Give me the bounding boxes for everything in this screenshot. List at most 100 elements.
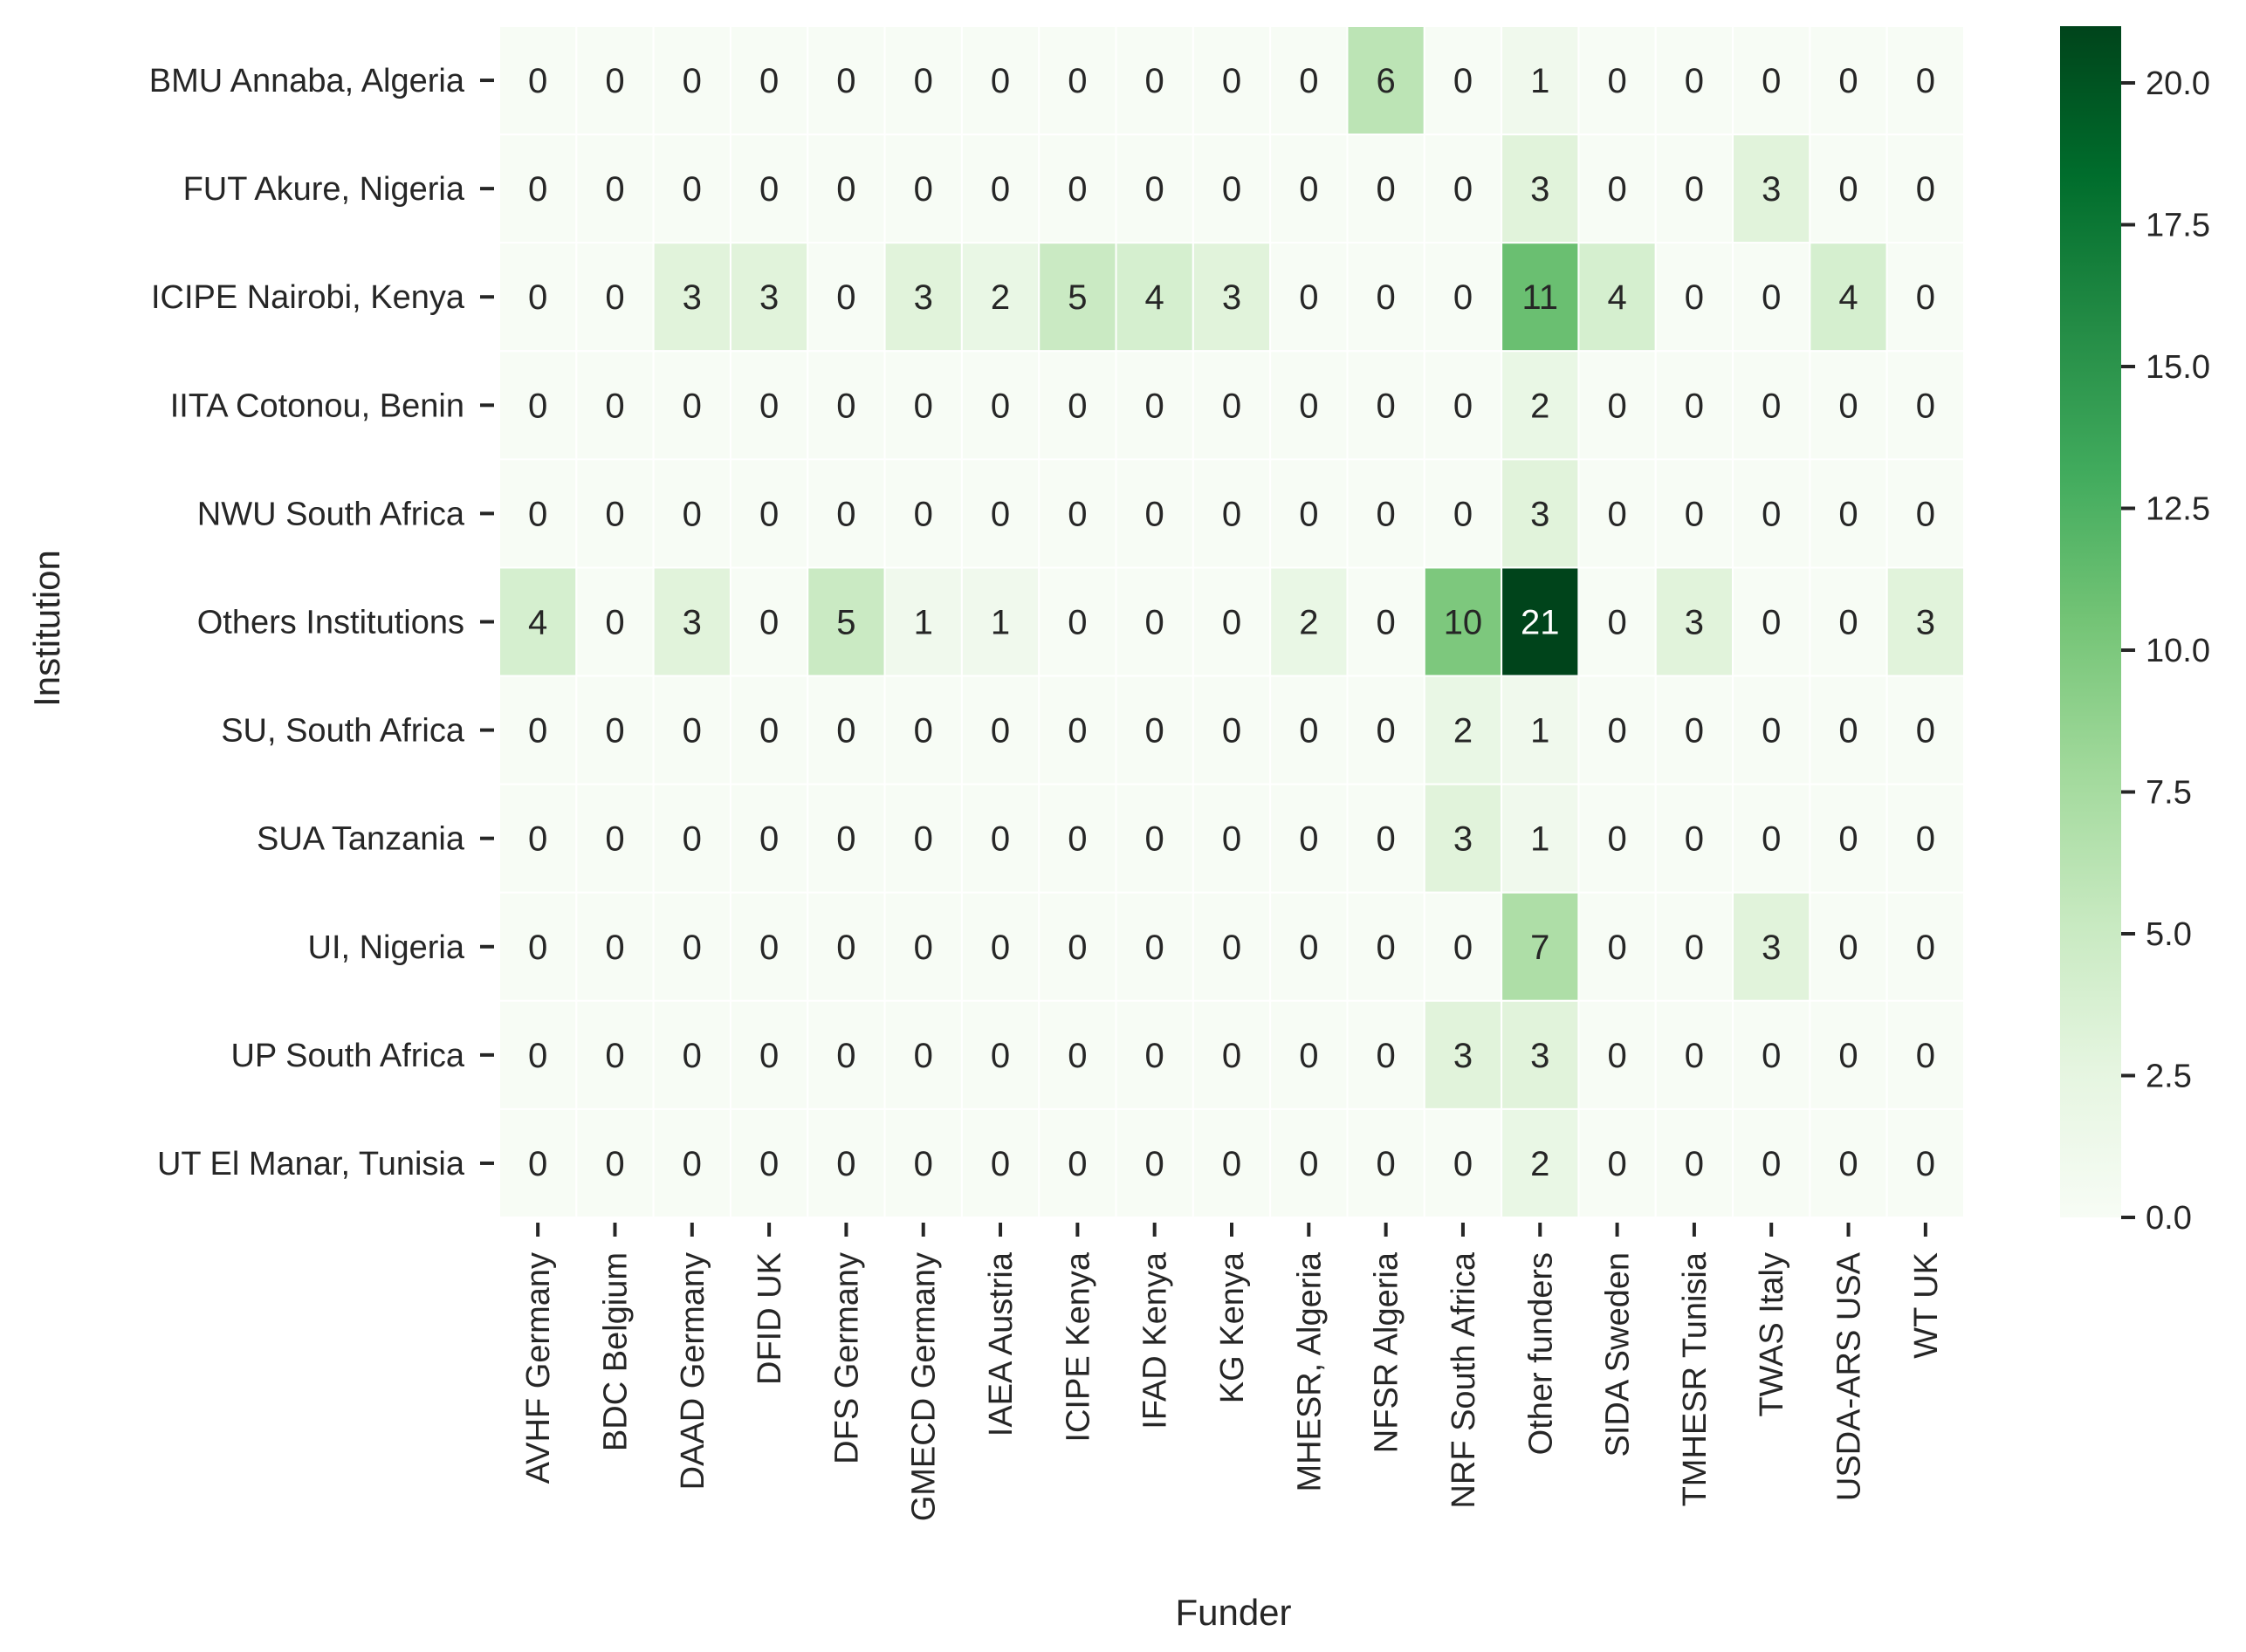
x-tick-label-gmecd-germany: GMECD Germany	[906, 1252, 943, 1521]
heatmap-cell-bmu-annaba-algeria-gmecd-germany	[883, 25, 963, 136]
cell-value-label: 0	[759, 929, 779, 967]
cell-value-label: 0	[1607, 62, 1626, 100]
heatmap-cell-ui-nigeria-icipe-kenya	[1038, 891, 1117, 1002]
cell-value-label: 0	[1377, 604, 1396, 642]
cell-value-label: 0	[605, 604, 624, 642]
cell-value-label: 0	[836, 170, 855, 209]
heatmap-cell-ut-el-manar-tunisia-dfid-uk	[729, 1107, 809, 1218]
cell-value-label: 0	[1299, 1037, 1318, 1075]
heatmap-cell-bmu-annaba-algeria-other-funders	[1501, 25, 1580, 136]
heatmap-cell-others-institutions-bdc-belgium	[575, 566, 655, 677]
heatmap-cell-ui-nigeria-dfs-germany	[807, 891, 886, 1002]
cell-value-label: 0	[1838, 604, 1858, 642]
heatmap-cell-ut-el-manar-tunisia-wt-uk	[1885, 1107, 1966, 1218]
heatmap-cell-su-south-africa-iaea-austria	[960, 675, 1041, 785]
cell-value-label: 0	[1145, 1037, 1164, 1075]
cell-annotations: 0 0 0 0 0 0 0 0 0 0 0 6 0 1 0 0 0 0 00 0 0 0 0 0 0 0 0 0 0 0 0 3 0 0 3 0 00 0…	[528, 62, 1935, 1183]
cell-value-label: 0	[914, 929, 933, 967]
cell-value-label: 0	[1607, 929, 1626, 967]
heatmap-cell-up-south-africa-iaea-austria	[960, 999, 1041, 1110]
heatmap-cell-bmu-annaba-algeria-usda-ars-usa	[1809, 25, 1888, 136]
cell-value-label: 0	[836, 1145, 855, 1183]
cell-value-label: 7	[1530, 929, 1549, 967]
cell-value-label: 0	[1068, 1145, 1087, 1183]
cell-value-label: 0	[1762, 387, 1781, 425]
heatmap-cell-ut-el-manar-tunisia-ifad-kenya	[1115, 1107, 1194, 1218]
heatmap-cell-bmu-annaba-algeria-kg-kenya	[1192, 25, 1272, 136]
cell-value-label: 4	[1838, 278, 1858, 317]
cell-value-label: 0	[1838, 712, 1858, 751]
cell-value-label: 0	[1607, 820, 1626, 859]
cell-value-label: 2	[1530, 1145, 1549, 1183]
cell-value-label: 0	[528, 62, 547, 100]
cell-value-label: 0	[1762, 820, 1781, 859]
cell-value-label: 0	[991, 929, 1010, 967]
cell-value-label: 0	[1377, 1145, 1396, 1183]
cell-value-label: 0	[1762, 495, 1781, 533]
y-tick-label-iita-cotonou-benin: IITA Cotonou, Benin	[170, 387, 464, 424]
cell-value-label: 0	[991, 1145, 1010, 1183]
heatmap-cell-sua-tanzania-ifad-kenya	[1115, 783, 1194, 894]
x-tick-label-mhesr-algeria: MHESR, Algeria	[1291, 1251, 1328, 1491]
cell-value-label: 0	[1685, 278, 1704, 317]
cell-value-label: 0	[1607, 1145, 1626, 1183]
heatmap-cell-fut-akure-nigeria-gmecd-germany	[883, 134, 963, 244]
colorbar-tick-label: 10.0	[2146, 633, 2210, 669]
heatmap-cell-iita-cotonou-benin-ifad-kenya	[1115, 350, 1194, 461]
cell-value-label: 0	[1068, 170, 1087, 209]
cell-value-label: 0	[1762, 1145, 1781, 1183]
cell-value-label: 0	[1685, 495, 1704, 533]
cell-value-label: 0	[1762, 604, 1781, 642]
cell-value-label: 3	[1762, 929, 1781, 967]
heatmap-cell-others-institutions-kg-kenya	[1192, 566, 1272, 677]
heatmap-cell-nwu-south-africa-sida-sweden	[1577, 458, 1657, 569]
heatmap-cell-nwu-south-africa-mhesr-algeria	[1269, 458, 1349, 569]
heatmap-cell-nwu-south-africa-ifad-kenya	[1115, 458, 1194, 569]
heatmap-cell-others-institutions-usda-ars-usa	[1809, 566, 1888, 677]
cell-value-label: 0	[528, 1037, 547, 1075]
cell-value-label: 0	[1838, 62, 1858, 100]
x-tick-label-dfs-germany: DFS Germany	[828, 1252, 865, 1464]
cell-value-label: 1	[1530, 820, 1549, 859]
heatmap-cell-su-south-africa-dfid-uk	[729, 675, 809, 785]
colorbar-tick-label: 5.0	[2146, 916, 2192, 953]
cell-value-label: 0	[1762, 62, 1781, 100]
heatmap-cell-fut-akure-nigeria-dfid-uk	[729, 134, 809, 244]
heatmap-cell-iita-cotonou-benin-nrf-south-africa	[1423, 350, 1503, 461]
heatmap-cell-sua-tanzania-avhf-germany	[498, 783, 578, 894]
cell-value-label: 0	[1377, 929, 1396, 967]
heatmap-cell-su-south-africa-dfs-germany	[807, 675, 886, 785]
cell-value-label: 0	[1607, 604, 1626, 642]
heatmap-cell-ut-el-manar-tunisia-kg-kenya	[1192, 1107, 1272, 1218]
cell-value-label: 0	[914, 62, 933, 100]
heatmap-cell-su-south-africa-gmecd-germany	[883, 675, 963, 785]
heatmap-cell-su-south-africa-nrf-south-africa	[1423, 675, 1503, 785]
heatmap-cell-iita-cotonou-benin-twas-italy	[1732, 350, 1811, 461]
cell-value-label: 0	[1916, 1145, 1935, 1183]
cell-value-label: 0	[1838, 170, 1858, 209]
x-tick-label-twas-italy: TWAS Italy	[1754, 1252, 1790, 1417]
cell-value-label: 0	[1222, 712, 1241, 751]
cell-value-label: 2	[991, 278, 1010, 317]
cell-value-label: 0	[528, 278, 547, 317]
cell-value-label: 0	[1916, 387, 1935, 425]
heatmap-cell-su-south-africa-twas-italy	[1732, 675, 1811, 785]
cell-value-label: 0	[1377, 387, 1396, 425]
cell-value-label: 1	[1530, 712, 1549, 751]
heatmap-cells	[498, 25, 1966, 1218]
heatmap-cell-others-institutions-daad-germany	[652, 566, 731, 677]
cell-value-label: 3	[1530, 495, 1549, 533]
cell-value-label: 0	[914, 495, 933, 533]
cell-value-label: 0	[1453, 278, 1473, 317]
cell-value-label: 0	[991, 495, 1010, 533]
cell-value-label: 0	[1068, 62, 1087, 100]
cell-value-label: 10	[1444, 604, 1483, 642]
cell-value-label: 1	[914, 604, 933, 642]
heatmap-cell-fut-akure-nigeria-bdc-belgium	[575, 134, 655, 244]
x-tick-label-dfid-uk: DFID UK	[752, 1252, 788, 1385]
x-tick-label-tmhesr-tunisia: TMHESR Tunisia	[1677, 1251, 1714, 1506]
cell-value-label: 0	[991, 820, 1010, 859]
cell-value-label: 0	[1916, 62, 1935, 100]
cell-value-label: 0	[1916, 820, 1935, 859]
